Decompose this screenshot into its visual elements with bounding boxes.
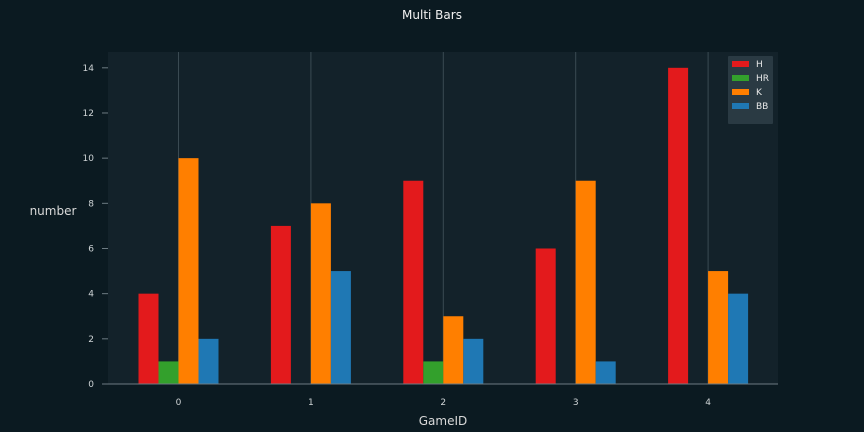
- y-tick-label: 0: [88, 380, 94, 390]
- legend-swatch-hr: [732, 75, 749, 81]
- bars: [138, 67, 749, 385]
- bar-h-1: [270, 225, 291, 384]
- legend-label-bb: BB: [756, 102, 768, 112]
- legend-swatch-bb: [732, 103, 749, 109]
- x-tick-label: 3: [573, 398, 579, 408]
- bar-k-4: [708, 271, 729, 384]
- bar-k-0: [178, 158, 199, 384]
- y-tick-label: 4: [88, 290, 94, 300]
- bar-h-0: [138, 293, 159, 384]
- y-tick-label: 8: [88, 199, 94, 209]
- bar-bb-3: [595, 361, 616, 384]
- x-tick-label: 1: [308, 398, 314, 408]
- x-axis-label: GameID: [419, 414, 468, 428]
- bar-bb-0: [198, 338, 219, 384]
- legend-swatch-k: [732, 89, 749, 95]
- legend: H HR K BB: [728, 56, 773, 124]
- bar-h-2: [403, 180, 424, 384]
- bar-h-4: [668, 67, 689, 385]
- x-tick-label: 2: [440, 398, 446, 408]
- legend-label-k: K: [756, 88, 763, 98]
- bar-k-3: [575, 180, 596, 384]
- legend-label-h: H: [756, 60, 763, 70]
- bar-hr-2: [423, 361, 444, 384]
- y-tick-label: 12: [83, 109, 94, 119]
- bar-k-1: [310, 203, 331, 384]
- x-tick-label: 0: [176, 398, 182, 408]
- y-tick-label: 14: [83, 64, 95, 74]
- legend-swatch-h: [732, 61, 749, 67]
- legend-label-hr: HR: [756, 74, 769, 84]
- y-tick-label: 6: [88, 244, 94, 254]
- chart-title: Multi Bars: [402, 8, 462, 22]
- x-ticks: 0 1 2 3 4: [176, 398, 712, 408]
- bar-hr-0: [158, 361, 179, 384]
- bar-k-2: [443, 316, 464, 384]
- y-tick-label: 2: [88, 335, 94, 345]
- bar-bb-1: [330, 271, 351, 384]
- bar-bb-4: [728, 293, 749, 384]
- y-tick-label: 10: [83, 154, 95, 164]
- y-ticks: 0 2 4 6 8 10 12 14: [83, 64, 108, 390]
- x-tick-label: 4: [705, 398, 711, 408]
- y-axis-label: number: [30, 204, 77, 218]
- bar-bb-2: [463, 338, 484, 384]
- bar-h-3: [535, 248, 556, 384]
